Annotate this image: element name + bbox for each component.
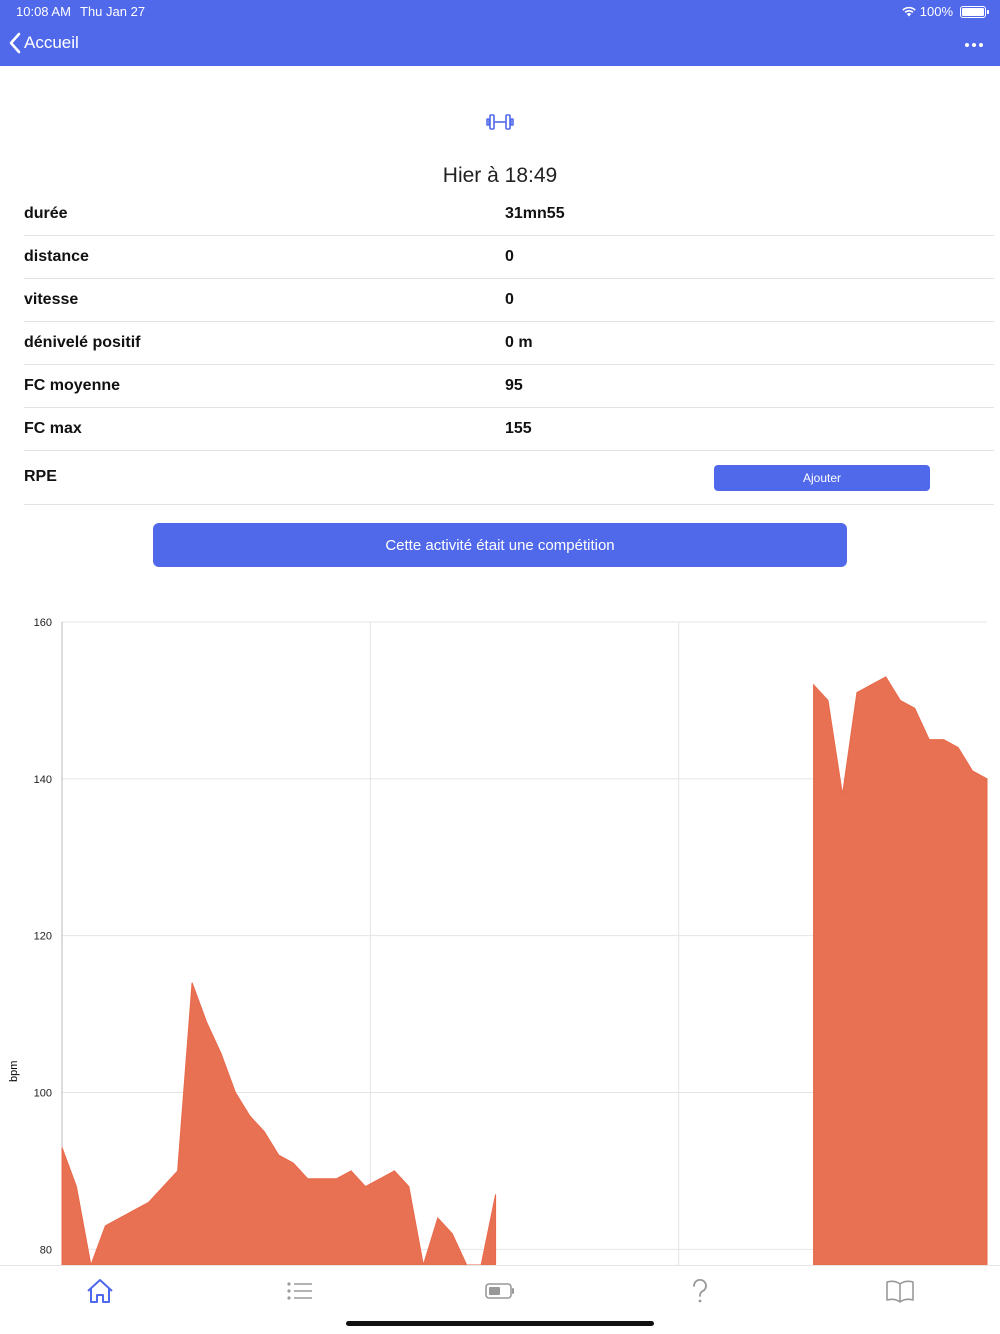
y-tick-label: 100 [34,1087,52,1099]
ellipsis-icon[interactable] [964,42,984,48]
activity-title: Hier à 18:49 [442,164,558,187]
stat-label: dénivelé positif [24,334,141,351]
stats-table: durée 31mn55 distance 0 vitesse 0 dénive… [24,193,994,505]
stat-row-rpe: RPE Ajouter [24,451,994,505]
y-axis-label: bpm [8,1060,20,1082]
stat-value: 0 [505,248,514,265]
battery-tab-icon [485,1283,514,1299]
tab-list[interactable] [280,1276,320,1306]
y-tick-label: 120 [34,931,52,943]
battery-icon [960,5,989,18]
stat-label: durée [24,205,68,222]
stat-row-distance: distance 0 [24,236,994,279]
battery-percent: 100% [919,4,953,19]
nav-header: 10:08 AM Thu Jan 27 100% Accueil [0,0,1000,66]
dumbbell-icon [486,114,514,130]
tab-battery[interactable] [480,1276,520,1306]
book-icon [886,1280,914,1303]
stat-row-hr-max: FC max 155 [24,408,994,451]
status-time: 10:08 AM [16,4,71,19]
stat-value: 95 [505,377,523,394]
stat-row-duration: durée 31mn55 [24,193,994,236]
chart-y-ticks: 160 140 120 100 80 [34,617,52,1256]
stat-value: 0 m [505,334,533,351]
area-segment [813,676,988,1265]
area-segment [61,982,497,1265]
chart-series [61,676,988,1265]
list-icon [287,1282,312,1300]
y-tick-label: 80 [40,1244,52,1256]
heart-rate-chart: 160 140 120 100 80 [34,617,988,1265]
home-icon [87,1279,113,1303]
stat-row-speed: vitesse 0 [24,279,994,322]
stat-label: FC moyenne [24,377,121,394]
tab-home[interactable] [80,1276,120,1306]
back-button[interactable]: Accueil [8,32,79,54]
back-label: Accueil [24,33,79,52]
y-tick-label: 160 [34,617,52,629]
wifi-icon [902,6,916,17]
stat-label: FC max [24,420,82,437]
add-rpe-button[interactable]: Ajouter [714,465,930,491]
stat-row-hr-average: FC moyenne 95 [24,365,994,408]
stat-row-elevation: dénivelé positif 0 m [24,322,994,365]
status-right: 100% [902,4,989,19]
status-date: Thu Jan 27 [80,4,146,19]
competition-button[interactable]: Cette activité était une compétition [153,523,847,567]
stat-value: 0 [505,291,514,308]
rpe-label: RPE [24,468,57,485]
y-tick-label: 140 [34,774,52,786]
chevron-left-icon [9,32,21,54]
stat-value: 155 [505,420,532,437]
home-indicator [346,1321,654,1326]
tab-guide[interactable] [880,1276,920,1306]
stat-label: distance [24,248,89,265]
question-mark-icon [693,1278,707,1303]
stat-value: 31mn55 [505,205,565,222]
stat-label: vitesse [24,291,79,308]
tab-help[interactable] [680,1276,720,1306]
